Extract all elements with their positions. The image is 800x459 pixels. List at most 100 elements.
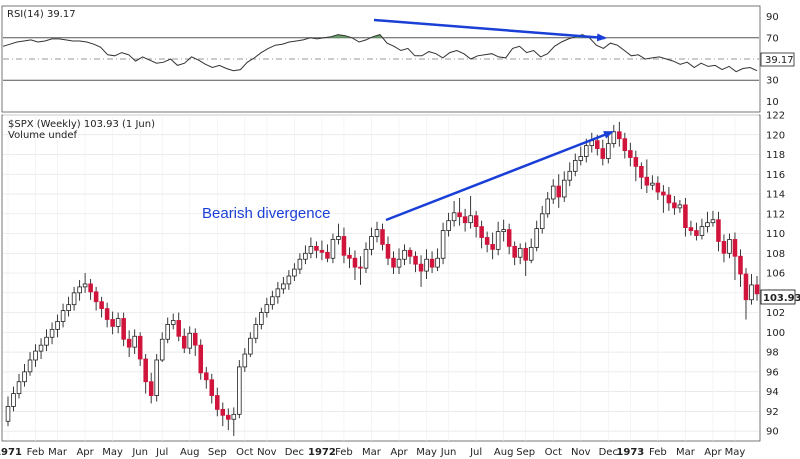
candle	[633, 150, 639, 182]
x-tick-label: Oct	[545, 447, 562, 458]
candle	[154, 354, 159, 402]
candle	[11, 386, 16, 412]
candle-body	[545, 198, 550, 215]
candle-body	[523, 247, 528, 261]
price-tick-label: 122	[766, 111, 785, 122]
candle-body	[66, 304, 71, 312]
candle	[88, 278, 93, 300]
candle	[738, 249, 743, 287]
candle-body	[22, 371, 27, 383]
bearish-divergence-label: Bearish divergence	[202, 205, 330, 222]
candle-body	[738, 255, 743, 275]
candle-body	[435, 257, 440, 268]
candle-body	[148, 381, 154, 396]
candle-body	[203, 372, 209, 381]
candle-body	[237, 366, 242, 415]
candle-body	[572, 160, 578, 172]
rsi-title: RSI(14) 39.17	[7, 9, 76, 20]
candle	[606, 135, 611, 164]
candle-body	[11, 393, 16, 407]
candle-body	[137, 335, 143, 360]
price-title: $SPX (Weekly) 103.93 (1 Jun)	[8, 119, 155, 130]
candle	[132, 329, 137, 355]
candle	[215, 387, 220, 417]
candle-body	[49, 328, 55, 338]
candle	[650, 175, 655, 191]
rsi-line	[2, 34, 758, 73]
x-tick-label: Mar	[48, 447, 68, 458]
candle-body	[181, 335, 187, 349]
candle	[49, 322, 55, 345]
x-tick-label: Jun	[131, 447, 148, 458]
candle	[110, 311, 115, 335]
candle	[363, 242, 369, 274]
candle-body	[170, 320, 176, 325]
candle-body	[743, 273, 749, 301]
candle	[418, 255, 424, 287]
candle-body	[429, 258, 435, 268]
rsi-last-value-badge: 39.17	[760, 52, 795, 67]
x-tick-label: Nov	[257, 447, 277, 458]
candle	[99, 296, 104, 318]
candle-body	[446, 220, 451, 231]
candle	[220, 402, 226, 427]
x-tick-label: May	[102, 447, 123, 458]
rsi-divergence-arrow	[373, 18, 607, 42]
candle-body	[561, 179, 567, 198]
candle-body	[402, 249, 407, 260]
candle	[248, 332, 253, 358]
price-tick-label: 116	[766, 170, 785, 181]
x-tick-label: Dec	[599, 447, 618, 458]
candle-body	[192, 332, 198, 346]
candle-body	[319, 249, 325, 253]
candle-body	[110, 319, 115, 327]
candle	[413, 251, 418, 273]
candle-body	[517, 247, 523, 258]
candle	[473, 210, 479, 238]
x-tick-label: Mar	[362, 447, 382, 458]
candle-body	[600, 148, 606, 159]
candle-body	[617, 131, 622, 140]
candle	[264, 297, 270, 318]
candle-body	[528, 246, 534, 261]
candle	[517, 243, 523, 265]
candle-body	[732, 239, 738, 257]
x-tick-label: 1972	[308, 447, 336, 458]
candle	[170, 313, 176, 330]
candle	[556, 174, 562, 208]
candle-body	[44, 336, 49, 346]
candle-body	[506, 229, 512, 247]
candle	[727, 233, 732, 259]
candle-body	[215, 395, 220, 410]
candle-body	[209, 379, 215, 396]
candle-body	[270, 296, 275, 306]
candle	[38, 338, 44, 360]
x-tick-label: Feb	[27, 447, 45, 458]
rsi-tick-label: 70	[766, 33, 779, 44]
candle-body	[457, 212, 462, 218]
candle-body	[550, 185, 556, 200]
x-tick-label: 1973	[616, 447, 644, 458]
candle-body	[71, 292, 77, 306]
candle	[561, 171, 567, 202]
rsi-tick-label: 30	[766, 76, 779, 87]
candle-body	[512, 245, 517, 258]
candle-body	[606, 143, 611, 159]
x-tick-label: Mar	[676, 447, 696, 458]
candle	[369, 227, 374, 256]
candle	[27, 352, 33, 376]
candle-body	[534, 228, 539, 248]
candle	[440, 222, 446, 265]
candle-body	[495, 231, 501, 250]
x-axis: 1971FebMarAprMayJunJulAugSepOctNovDec197…	[0, 447, 745, 458]
candle-body	[688, 227, 694, 231]
candle-body	[27, 359, 33, 373]
candle	[314, 241, 319, 259]
candle	[137, 332, 143, 366]
candle-body	[611, 131, 617, 145]
candle	[44, 329, 49, 352]
candle-body	[462, 216, 468, 224]
candle	[484, 231, 490, 253]
candle-body	[143, 358, 148, 383]
candle-body	[633, 157, 639, 167]
